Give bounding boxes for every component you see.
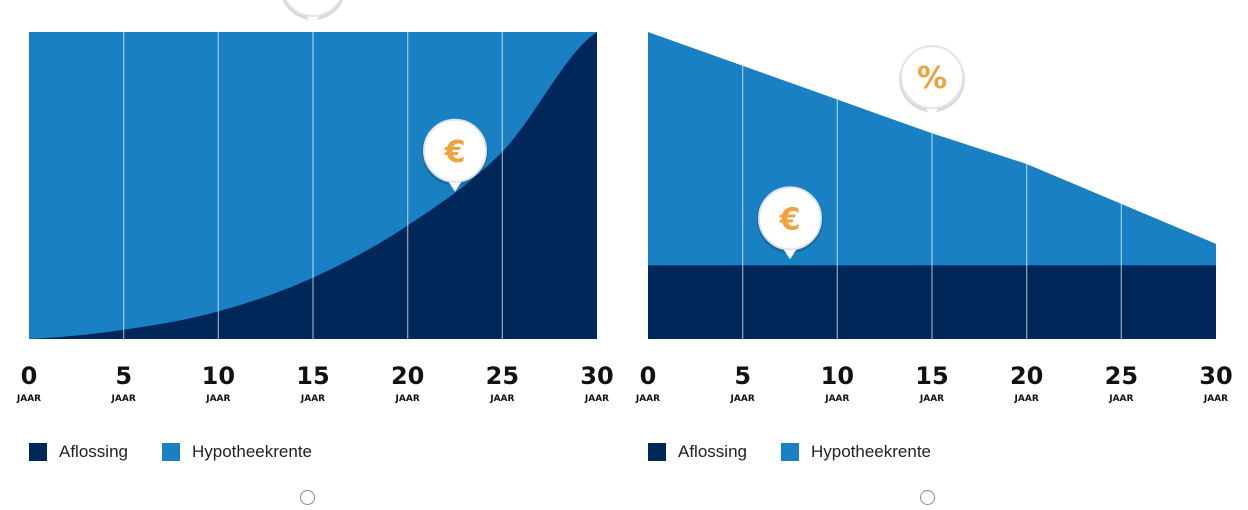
x-tick-label: 25 (486, 362, 519, 390)
x-tick-unit: JAAR (1108, 394, 1133, 404)
x-tick-unit: JAAR (824, 394, 849, 404)
legend-right: Aflossing Hypotheekrente (648, 442, 965, 462)
x-tick-label: 20 (1010, 362, 1043, 390)
legend-item-aflossing: Aflossing (648, 442, 747, 462)
legend-swatch-aflossing (29, 443, 47, 461)
pin-circle (900, 45, 964, 110)
x-tick-unit: JAAR (395, 394, 420, 404)
pin-symbol: € (444, 135, 466, 170)
pin-circle (284, 0, 342, 17)
repayment-pin-icon: € (422, 118, 488, 192)
x-tick-unit: JAAR (489, 394, 514, 404)
legend-left: Aflossing Hypotheekrente (29, 442, 346, 462)
x-tick-unit: JAAR (919, 394, 944, 404)
legend-item-hypotheekrente: Hypotheekrente (780, 442, 932, 462)
pin-circle (423, 118, 487, 183)
chart-linear: 0 JAAR 5 JAAR 10 JAAR 15 JAAR 20 JAAR 25 JAAR 30 JAAR… (635, 32, 1233, 404)
pin-symbol: % (917, 61, 947, 96)
x-tick-unit: JAAR (730, 394, 755, 404)
option-radio-annuity[interactable] (300, 490, 315, 505)
pin-symbol: % (298, 0, 328, 4)
x-tick-unit: JAAR (1203, 394, 1228, 404)
x-tick-unit: JAAR (300, 394, 325, 404)
legend-label-hypotheekrente: Hypotheekrente (810, 442, 932, 461)
legend-label-hypotheekrente: Hypotheekrente (191, 442, 313, 461)
pin-symbol: € (779, 202, 801, 237)
x-tick-label: 15 (915, 362, 948, 390)
legend-item-hypotheekrente: Hypotheekrente (161, 442, 313, 462)
legend-label-aflossing: Aflossing (678, 442, 747, 461)
interest-pin-icon: % (899, 45, 965, 119)
x-tick-label: 0 (640, 362, 657, 390)
chart-annuity: 0 JAAR 5 JAAR 10 JAAR 15 JAAR 20 JAAR 25 JAAR 30 JAAR… (16, 0, 614, 404)
repayment-pin-icon: € (757, 186, 823, 260)
legend-swatch-aflossing (648, 443, 666, 461)
x-tick-label: 10 (821, 362, 854, 390)
x-tick-label: 25 (1105, 362, 1138, 390)
x-tick-label: 10 (202, 362, 235, 390)
x-tick-unit: JAAR (205, 394, 230, 404)
x-tick-unit: JAAR (111, 394, 136, 404)
legend-label-aflossing: Aflossing (59, 442, 128, 461)
x-tick-label: 15 (296, 362, 329, 390)
x-tick-unit: JAAR (16, 394, 41, 404)
legend-swatch-hypotheekrente (780, 443, 799, 461)
option-radio-linear[interactable] (920, 490, 935, 505)
series-aflossing-area (29, 32, 597, 339)
x-tick-label: 20 (391, 362, 424, 390)
pin-circle (758, 186, 822, 251)
interest-pin-icon: % (282, 0, 344, 26)
legend-swatch-hypotheekrente (161, 443, 180, 461)
legend-item-aflossing: Aflossing (29, 442, 128, 462)
x-tick-label: 30 (1199, 362, 1232, 390)
x-tick-label: 30 (580, 362, 613, 390)
x-tick-label: 5 (734, 362, 751, 390)
x-tick-unit: JAAR (584, 394, 609, 404)
x-tick-unit: JAAR (1014, 394, 1039, 404)
x-tick-label: 5 (115, 362, 132, 390)
x-tick-label: 0 (21, 362, 38, 390)
x-tick-unit: JAAR (635, 394, 660, 404)
